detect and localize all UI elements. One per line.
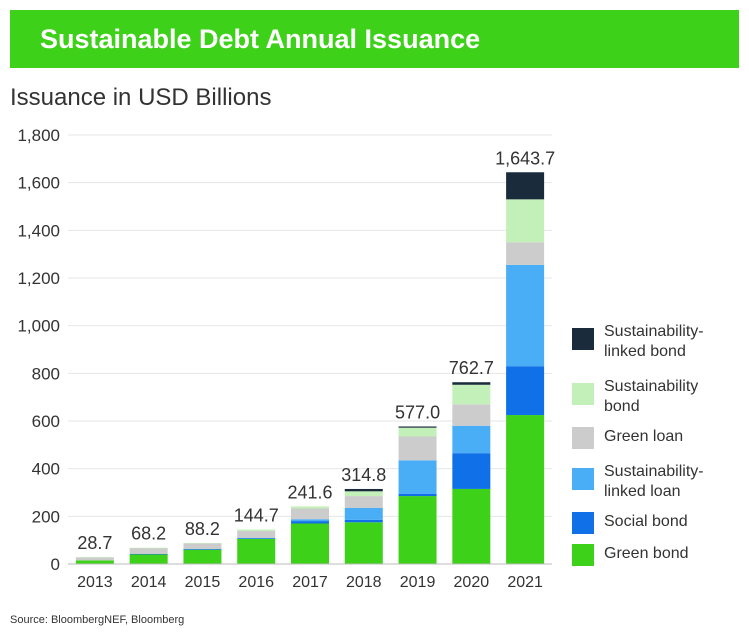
total-data-label: 88.2	[185, 519, 220, 539]
bar-segment	[452, 453, 491, 489]
legend-label: Green bond	[604, 545, 689, 562]
bar-segment	[291, 521, 329, 524]
bar-segment	[398, 427, 437, 437]
bar-segment	[344, 488, 383, 492]
bar-segment	[398, 460, 437, 494]
bar-segment	[506, 242, 545, 265]
bar-segment	[452, 425, 491, 454]
bar-segment	[237, 538, 276, 564]
total-data-label: 314.8	[341, 465, 386, 485]
legend-swatch	[572, 383, 594, 405]
bar-segment	[344, 519, 383, 523]
y-tick-label: 0	[51, 555, 60, 574]
bar-segment	[398, 493, 437, 497]
bar-segment	[75, 557, 114, 561]
bar-segment	[237, 538, 276, 539]
bar-segment	[183, 549, 222, 564]
legend-item: Green loan	[572, 427, 683, 449]
total-data-label: 28.7	[77, 533, 112, 553]
legend-swatch	[572, 544, 594, 566]
y-tick-label: 200	[32, 507, 60, 526]
bar-segment	[129, 548, 168, 554]
y-tick-label: 1,400	[17, 221, 60, 240]
total-data-label: 1,643.7	[495, 148, 555, 168]
y-tick-label: 1,600	[17, 174, 60, 193]
legend-label: Sustainability- linked loan	[604, 463, 704, 500]
bar-segment	[506, 366, 545, 416]
legend-item: Green bond	[572, 544, 689, 566]
x-tick-label: 2018	[346, 574, 382, 591]
y-tick-label: 400	[32, 460, 60, 479]
bar-segment	[452, 488, 491, 564]
total-data-label: 241.6	[287, 482, 332, 502]
legend-swatch	[572, 468, 594, 490]
bar-segment	[506, 415, 545, 564]
bar-segment	[129, 553, 168, 555]
bar-segment	[237, 538, 276, 539]
legend-swatch	[572, 328, 594, 350]
x-tick-label: 2020	[454, 574, 490, 591]
x-tick-label: 2021	[507, 574, 543, 591]
bar-segment	[344, 522, 383, 564]
legend-label: Social bond	[604, 513, 688, 530]
bar-segment	[291, 506, 329, 509]
title-banner: Sustainable Debt Annual Issuance	[10, 10, 739, 68]
x-tick-label: 2014	[131, 574, 167, 591]
bar-segment	[398, 496, 437, 564]
bar-segment	[129, 547, 168, 549]
legend-swatch	[572, 512, 594, 534]
bar-segment	[344, 507, 383, 520]
legend-item: Social bond	[572, 512, 688, 534]
y-tick-label: 1,200	[17, 269, 60, 288]
x-tick-label: 2019	[400, 574, 436, 591]
bar-segment	[506, 199, 545, 243]
y-tick-label: 1,000	[17, 317, 60, 336]
total-data-label: 577.0	[395, 402, 440, 422]
bar-segment	[183, 543, 222, 549]
legend-item: Sustainability bond	[572, 377, 698, 417]
legend-item: Sustainability- linked bond	[572, 322, 704, 362]
bar-segment	[75, 560, 114, 564]
total-data-label: 144.7	[234, 506, 279, 526]
bar-segment	[129, 554, 168, 564]
x-tick-label: 2013	[77, 574, 113, 591]
bar-segment	[183, 548, 222, 550]
bar-segment	[398, 436, 437, 461]
y-tick-label: 800	[32, 364, 60, 383]
y-tick-label: 600	[32, 412, 60, 431]
bar-segment	[75, 557, 114, 558]
legend-swatch	[572, 427, 594, 449]
bar-segment	[398, 426, 437, 428]
bar-segment	[291, 508, 329, 520]
legend-label: Sustainability- linked bond	[604, 323, 704, 360]
source-note: Source: BloombergNEF, Bloomberg	[10, 614, 185, 626]
bar-segment	[237, 530, 276, 539]
bar-segment	[237, 529, 276, 531]
chart-title: Sustainable Debt Annual Issuance	[40, 23, 481, 54]
bar-segment	[452, 384, 491, 405]
bar-segment	[506, 264, 545, 367]
bar-segment	[452, 382, 491, 385]
legend-item: Sustainability- linked loan	[572, 462, 704, 502]
chart-subtitle: Issuance in USD Billions	[10, 84, 272, 111]
bar-segment	[506, 172, 545, 200]
y-tick-label: 1,800	[17, 126, 60, 145]
legend-label: Sustainability bond	[604, 378, 699, 415]
bar-segment	[344, 491, 383, 497]
bar-segment	[344, 496, 383, 508]
bar-segment	[291, 523, 329, 564]
bar-segment	[452, 404, 491, 426]
bar-segment	[183, 542, 222, 544]
bar-segment	[291, 519, 329, 522]
x-tick-label: 2016	[238, 574, 274, 591]
x-tick-label: 2015	[185, 574, 221, 591]
total-data-label: 68.2	[131, 524, 166, 544]
legend-label: Green loan	[604, 428, 684, 445]
total-data-label: 762.7	[449, 358, 494, 378]
x-tick-label: 2017	[292, 574, 328, 591]
